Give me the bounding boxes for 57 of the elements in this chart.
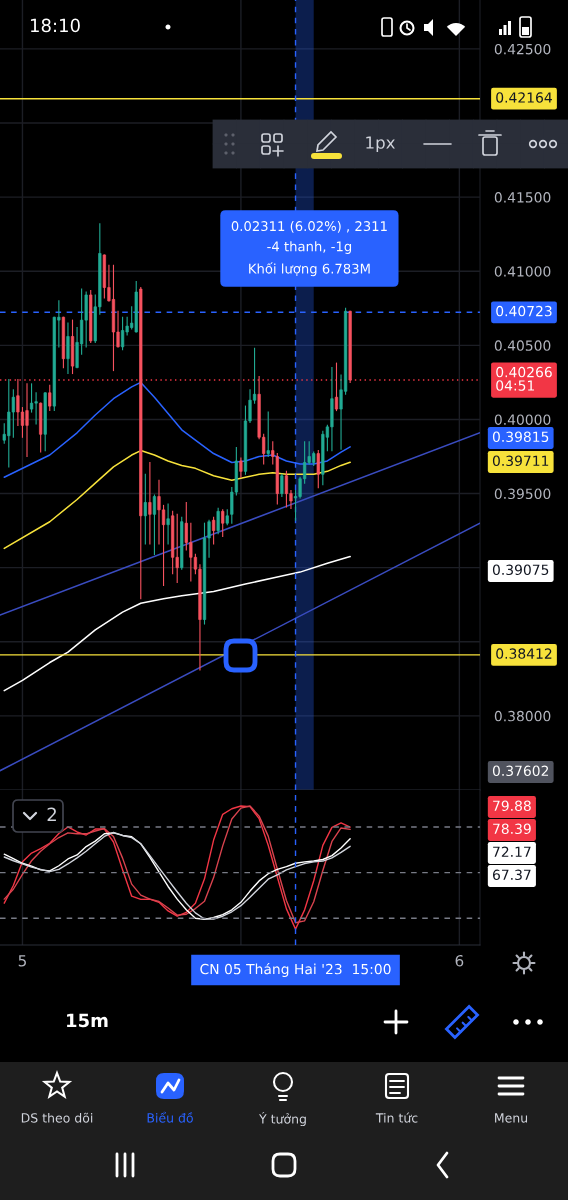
candlestick xyxy=(143,473,147,545)
candlestick xyxy=(334,362,339,412)
candlestick xyxy=(266,411,270,458)
candlestick xyxy=(239,457,243,478)
candlestick xyxy=(152,494,157,555)
text: Tin tức xyxy=(375,1112,418,1123)
x-tick-label: 6 xyxy=(455,954,464,967)
ref-line-label: 0.38412 xyxy=(496,648,552,659)
annotation: 0.02311 (6.02%) , 2311 -4 thanh, -1g Khối lượng 6.783M xyxy=(231,220,387,277)
candlestick xyxy=(34,392,38,425)
x-tick-label: 5 xyxy=(18,955,26,967)
y-tick-label: 0.39500 xyxy=(494,488,551,500)
y-tick-label: 0.41000 xyxy=(494,266,551,277)
candlestick xyxy=(25,383,29,458)
y-tick-label: 0.40000 xyxy=(494,414,551,425)
candlestick xyxy=(284,470,289,508)
text: Biểu đồ xyxy=(147,1111,193,1123)
text: 0.39711 xyxy=(492,455,549,467)
ref-line-label: 0.40723 xyxy=(496,305,552,317)
candlestick xyxy=(148,461,152,545)
text: 78.39 xyxy=(493,823,531,835)
text: DS theo dõi xyxy=(21,1112,93,1123)
candlestick xyxy=(120,316,125,351)
text: 67.37 xyxy=(492,869,531,881)
candlestick xyxy=(212,516,216,545)
candlestick xyxy=(157,479,161,545)
candlestick xyxy=(11,389,15,438)
line-series xyxy=(3,449,351,550)
candlestick xyxy=(175,513,179,584)
text: 0.39815 xyxy=(492,431,549,443)
ref-line-label: 0.40266 04:51 xyxy=(496,366,552,391)
candlestick xyxy=(316,450,320,489)
candlestick xyxy=(216,507,220,535)
ref-line-label: CN 05 Tháng Hai '23 15:00 xyxy=(200,963,391,977)
text: Ý tưởng xyxy=(259,1111,306,1127)
text: 72.17 xyxy=(493,846,531,857)
annotation: 18:10 xyxy=(30,18,80,33)
text: 15m xyxy=(67,1013,108,1028)
candlestick xyxy=(280,473,284,498)
candlestick xyxy=(221,509,225,538)
annotation: 1px xyxy=(366,136,395,153)
y-tick-label: 0.38000 xyxy=(494,710,551,722)
text: 0.37602 xyxy=(492,765,549,777)
text: Menu xyxy=(495,1113,528,1123)
y-tick-label: 0.42500 xyxy=(494,43,551,55)
text: 0.39075 xyxy=(492,564,549,576)
candlestick xyxy=(48,384,52,412)
candlestick xyxy=(16,378,20,426)
candlestick xyxy=(166,503,170,545)
text: 79.88 xyxy=(493,800,531,812)
line-series xyxy=(3,555,351,692)
candlestick xyxy=(29,383,34,413)
annotation: 2 xyxy=(47,807,56,821)
y-tick-label: 0.40500 xyxy=(494,340,551,351)
y-tick-label: 0.41500 xyxy=(494,192,551,203)
ref-line-label: 0.42164 xyxy=(496,92,552,103)
candlestick xyxy=(66,322,70,375)
